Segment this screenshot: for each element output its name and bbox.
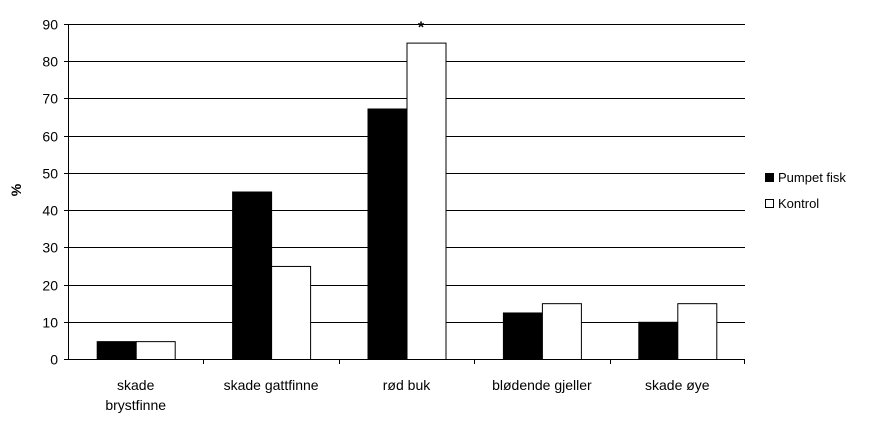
annotations: * (418, 20, 425, 37)
legend-label: Kontrol (778, 196, 819, 211)
bar-pumpet-fisk (502, 312, 543, 361)
x-tick-label: brystfinne (105, 397, 166, 413)
y-tick-label: 10 (42, 315, 58, 331)
axes (64, 24, 745, 364)
bar-kontrol (677, 303, 718, 360)
y-tick-label: 30 (42, 240, 58, 256)
y-tick-label: 0 (50, 352, 58, 368)
bar-pumpet-fisk (638, 321, 679, 360)
bars (96, 42, 718, 361)
bar-pumpet-fisk (367, 108, 408, 360)
bar-kontrol (541, 303, 582, 360)
legend-label: Pumpet fisk (778, 170, 846, 185)
y-axis-tick-labels: 0 10 20 30 40 50 60 70 80 90 (42, 17, 58, 368)
bar-kontrol (135, 341, 176, 360)
legend-swatch (765, 173, 774, 182)
x-tick-label: rød buk (383, 377, 431, 393)
legend-swatch (765, 199, 774, 208)
y-tick-label: 40 (42, 203, 58, 219)
x-tick-label: skade øye (645, 377, 710, 393)
legend-item: Kontrol (765, 196, 819, 211)
x-axis-tick-labels: skade brystfinne skade gattfinne rød buk blø… (105, 377, 709, 413)
significance-marker: * (418, 20, 425, 37)
y-tick-label: 20 (42, 278, 58, 294)
legend-item: Pumpet fisk (765, 170, 846, 185)
bar-pumpet-fisk (232, 191, 273, 360)
y-tick-label: 50 (42, 166, 58, 182)
y-axis-label: % (8, 183, 24, 196)
bar-kontrol (406, 42, 447, 360)
legend: Pumpet fisk Kontrol (765, 170, 846, 211)
x-tick-label: skade (117, 377, 155, 393)
y-tick-label: 70 (42, 91, 58, 107)
x-tick-label: blødende gjeller (492, 377, 592, 393)
y-tick-label: 80 (42, 54, 58, 70)
bar-pumpet-fisk (96, 341, 137, 360)
x-tick-label: skade gattfinne (224, 377, 319, 393)
bar-kontrol (271, 265, 312, 361)
y-tick-label: 60 (42, 129, 58, 145)
y-tick-label: 90 (42, 17, 58, 33)
